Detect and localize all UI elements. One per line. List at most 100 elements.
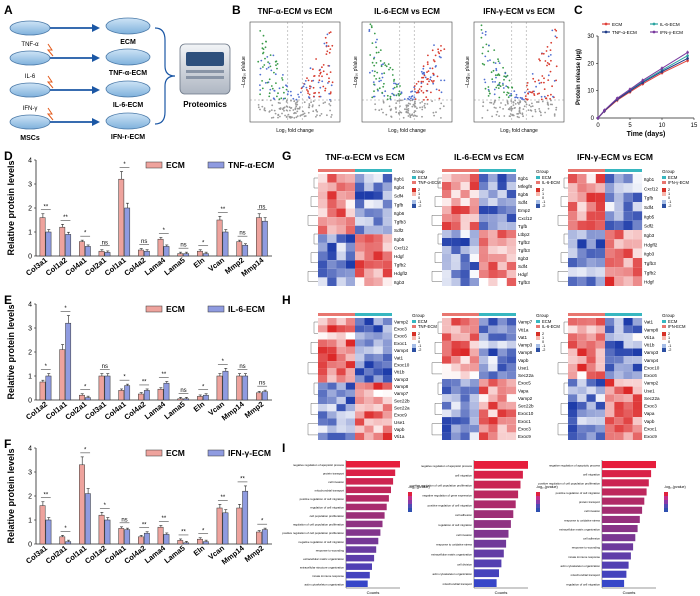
volcano-point	[506, 91, 509, 94]
volcano-point	[435, 111, 437, 114]
group-bar-treated	[605, 169, 642, 172]
heatmap-cell	[586, 356, 596, 364]
volcano-point	[528, 104, 531, 107]
heatmap-cell	[373, 260, 383, 269]
volcano-point	[481, 52, 484, 55]
volcano-point	[278, 87, 281, 90]
heatmap-cell	[506, 424, 517, 433]
heatmap-cell	[586, 202, 596, 212]
heatmap-cell	[506, 270, 517, 278]
heatmap-cell	[605, 239, 615, 249]
bar	[143, 532, 150, 545]
heatmap-cell	[632, 363, 643, 372]
heatmap-cell	[577, 220, 587, 230]
heatmap-cell	[355, 432, 365, 440]
go-bar	[346, 486, 391, 494]
volcano-point	[368, 30, 371, 32]
volcano-point	[328, 51, 331, 54]
volcano-point	[384, 64, 387, 66]
heatmap-cell	[506, 379, 517, 387]
volcano-point	[376, 88, 379, 91]
bar	[157, 388, 164, 401]
volcano-point	[420, 90, 423, 92]
heatmap-cell	[327, 375, 337, 383]
heatmap-cell	[632, 394, 643, 402]
volcano-point	[543, 81, 545, 84]
heatmap-cell	[336, 404, 346, 412]
heatmap-cell	[623, 401, 633, 410]
volcano-point	[273, 109, 276, 112]
heatmap-cell	[605, 267, 615, 277]
volcano-point	[494, 62, 497, 64]
volcano-point	[263, 107, 266, 110]
heatmap-cell	[327, 225, 337, 235]
volcano-point	[259, 84, 261, 86]
dish-product-label: IL-6-ECM	[113, 102, 144, 109]
volcano-point	[275, 82, 277, 84]
heatmap-cell	[488, 246, 498, 254]
volcano-point	[440, 117, 442, 119]
heatmap-cell	[355, 318, 365, 326]
significance-label: *	[45, 364, 48, 370]
volcano-point	[380, 79, 382, 82]
volcano-point	[374, 103, 376, 105]
volcano-point	[546, 62, 549, 64]
volcano-point	[552, 95, 554, 98]
volcano-point	[303, 101, 306, 104]
go-term-label: regulation of cell migration	[310, 506, 344, 510]
volcano-point	[273, 89, 276, 92]
color-scale-label: -2	[668, 204, 671, 208]
heatmap-cell	[373, 375, 383, 383]
heatmap-cell	[632, 432, 643, 440]
color-scale-step	[536, 508, 540, 512]
volcano-point	[312, 79, 315, 82]
heatmap-cell	[382, 251, 393, 261]
volcano-point	[551, 29, 554, 32]
heatmap-cell	[614, 401, 624, 410]
heatmap-cell	[469, 401, 480, 410]
color-scale-step	[536, 192, 540, 196]
volcano-point	[383, 82, 385, 85]
volcano-point	[522, 115, 524, 118]
volcano-point	[481, 32, 484, 34]
volcano-point	[382, 85, 385, 88]
x-tick-label: Eln	[192, 543, 207, 558]
heatmap-cell	[336, 251, 346, 261]
heatmap-cell	[632, 211, 643, 221]
volcano-point	[399, 99, 402, 102]
heatmap-cell	[577, 432, 587, 440]
heatmap-cell	[451, 246, 461, 254]
heatmap-cell	[355, 234, 365, 243]
volcano-point	[540, 81, 543, 84]
volcano-point	[281, 79, 284, 81]
volcano-point	[480, 29, 483, 31]
heatmap-cell	[586, 276, 596, 286]
heatmap-cell	[318, 411, 328, 419]
heatmap-cell	[460, 340, 470, 349]
heatmap-cell	[442, 432, 452, 440]
volcano-point	[544, 60, 547, 62]
heatmap-cell	[595, 220, 606, 230]
gene-label: Hdgf	[644, 280, 654, 285]
volcano-point	[303, 83, 306, 85]
heatmap-cell	[451, 356, 461, 364]
heatmap-cell	[506, 371, 517, 379]
volcano-point	[516, 96, 519, 99]
heatmap-cell	[460, 238, 470, 246]
heatmap-cell	[568, 348, 578, 357]
heatmap-cell	[488, 254, 498, 262]
heatmap-cell	[497, 262, 507, 270]
heatmap-cell	[614, 424, 624, 433]
heatmap-cell	[488, 222, 498, 230]
heatmap-cell	[442, 333, 452, 341]
significance-label: ns	[141, 239, 147, 245]
significance-label: ns	[239, 364, 245, 370]
heatmap-cell	[469, 278, 480, 286]
volcano-point	[540, 114, 542, 117]
x-tick-label: Eln	[192, 255, 207, 270]
color-scale-step	[662, 204, 666, 208]
volcano-point	[373, 95, 376, 98]
volcano-point	[309, 67, 312, 70]
heatmap-cell	[451, 206, 461, 214]
heatmap-cell	[373, 217, 383, 226]
